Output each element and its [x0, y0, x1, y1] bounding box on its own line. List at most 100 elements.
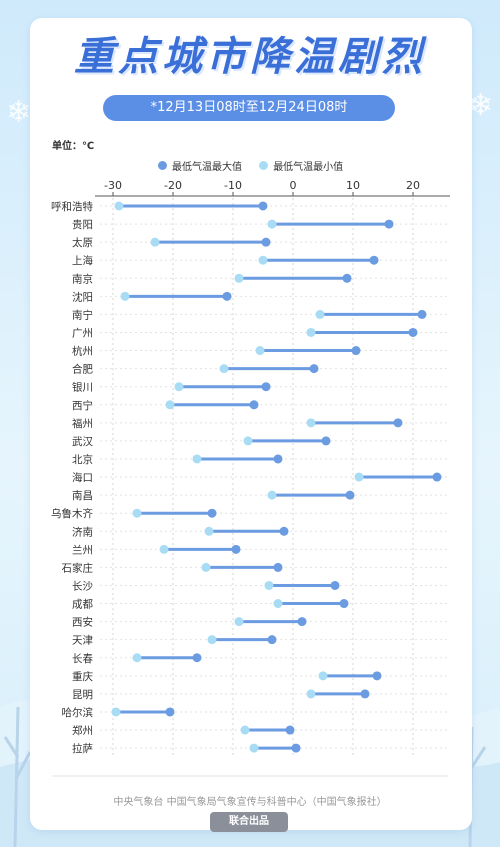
city-label: 西宁 [72, 399, 93, 412]
min-temp-point [306, 418, 316, 428]
min-temp-point [354, 472, 364, 482]
min-temp-point [234, 617, 244, 627]
max-temp-point [261, 237, 271, 247]
min-temp-point [258, 255, 268, 265]
min-temp-point [132, 653, 142, 663]
city-label: 沈阳 [72, 290, 93, 303]
city-label: 拉萨 [72, 742, 93, 755]
max-temp-point [297, 617, 307, 627]
legend-label-min: 最低气温最小值 [273, 162, 344, 173]
x-tick-label: 20 [406, 179, 420, 192]
min-temp-point [267, 219, 277, 229]
min-temp-point [306, 689, 316, 699]
city-label: 天津 [72, 635, 93, 647]
city-label: 乌鲁木齐 [51, 507, 93, 520]
max-temp-point [342, 273, 352, 283]
city-label: 成都 [72, 599, 93, 611]
max-temp-point [351, 346, 361, 356]
min-temp-point [201, 562, 211, 572]
max-temp-point [285, 725, 295, 735]
min-temp-point [255, 346, 265, 356]
max-temp-point [417, 309, 427, 319]
max-temp-point [267, 635, 277, 645]
max-temp-point [369, 255, 379, 265]
min-temp-point [315, 309, 325, 319]
city-label: 郑州 [72, 724, 93, 737]
city-label: 福州 [72, 417, 93, 430]
city-label: 济南 [72, 525, 93, 538]
max-temp-point [321, 436, 331, 446]
snowflake-icon: ❄ [468, 88, 494, 123]
date-range-badge: *12月13日08时至12月24日08时 [103, 95, 395, 121]
city-label: 南京 [72, 272, 93, 285]
max-temp-point [222, 291, 232, 301]
x-tick-label: -10 [224, 179, 242, 192]
city-label: 兰州 [72, 543, 93, 556]
x-tick-label: 10 [346, 179, 360, 192]
city-label: 呼和浩特 [51, 201, 93, 213]
max-temp-point [291, 743, 301, 753]
max-temp-point [339, 599, 349, 609]
min-temp-point [150, 237, 160, 247]
city-label: 合肥 [72, 363, 93, 376]
min-temp-point [111, 707, 121, 717]
max-temp-point [309, 364, 319, 374]
max-temp-point [432, 472, 442, 482]
x-tick-label: 0 [290, 179, 297, 192]
city-label: 西安 [72, 616, 93, 629]
min-temp-point [318, 671, 328, 681]
max-temp-point [165, 707, 175, 717]
min-temp-point [165, 400, 175, 410]
city-label: 广州 [72, 327, 93, 339]
min-temp-point [234, 273, 244, 283]
max-temp-point [384, 219, 394, 229]
max-temp-point [345, 490, 355, 500]
snowflake-icon: ❄ [6, 95, 32, 130]
city-label: 武汉 [72, 435, 93, 448]
city-label: 银川 [72, 381, 93, 394]
min-temp-point [273, 599, 283, 609]
max-temp-point [273, 562, 283, 572]
min-temp-point [240, 725, 250, 735]
city-label: 重庆 [72, 670, 93, 683]
max-temp-point [249, 400, 259, 410]
joint-production-badge: 联合出品 [210, 812, 288, 832]
min-temp-point [219, 364, 229, 374]
chart-legend: 最低气温最大值 最低气温最小值 [158, 158, 357, 173]
legend-dot-min-icon [259, 161, 269, 170]
page-title: 重点城市降温剧烈 [74, 34, 426, 80]
city-label: 北京 [72, 453, 93, 466]
min-temp-point [264, 580, 274, 590]
city-label: 长春 [72, 653, 93, 665]
min-temp-point [114, 201, 124, 211]
city-label: 南昌 [72, 489, 93, 502]
min-temp-point [132, 508, 142, 518]
city-label: 贵阳 [72, 218, 93, 231]
city-label: 哈尔滨 [62, 706, 94, 719]
min-temp-point [159, 544, 169, 554]
max-temp-point [372, 671, 382, 681]
city-label: 杭州 [72, 345, 93, 358]
x-tick-label: -20 [164, 179, 182, 192]
min-temp-point [207, 635, 217, 645]
max-temp-point [273, 454, 283, 464]
max-temp-point [393, 418, 403, 428]
city-label: 石家庄 [62, 561, 94, 574]
city-label: 长沙 [72, 580, 93, 592]
max-temp-point [261, 382, 271, 392]
legend-label-max: 最低气温最大值 [172, 162, 242, 173]
min-temp-point [243, 436, 253, 446]
min-temp-point [192, 454, 202, 464]
max-temp-point [258, 201, 268, 211]
city-label: 太原 [72, 236, 93, 249]
min-temp-point [204, 526, 214, 536]
min-temp-point [120, 291, 130, 301]
max-temp-point [207, 508, 217, 518]
min-temp-point [174, 382, 184, 392]
city-label: 海口 [72, 471, 93, 484]
city-label: 昆明 [72, 689, 93, 701]
legend-item-min: 最低气温最小值 [259, 158, 343, 173]
max-temp-point [231, 544, 241, 554]
legend-dot-max-icon [158, 161, 167, 170]
